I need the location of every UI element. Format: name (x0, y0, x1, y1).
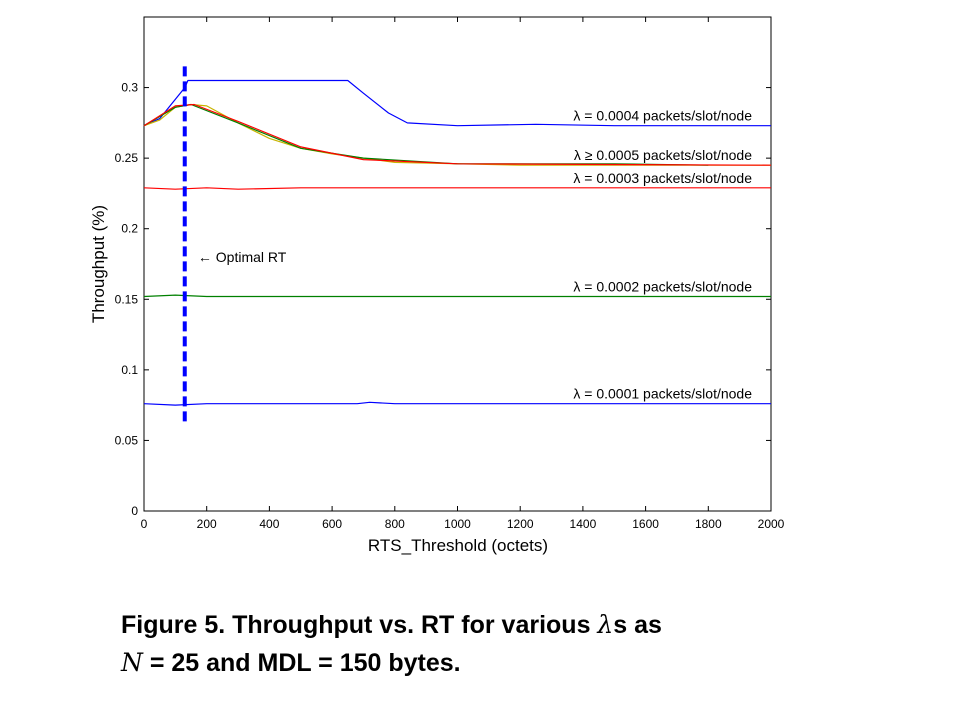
axis-ticks: 0 200 400 600 800 1000 1200 1400 1600 1800 2000 0 0.… (115, 17, 785, 531)
y-tick-label: 0.3 (121, 81, 138, 95)
x-tick-label: 400 (259, 517, 279, 531)
annotations: ← Optimal RT (182, 66, 287, 427)
x-tick-label: 0 (141, 517, 148, 531)
throughput-chart: 0 200 400 600 800 1000 1200 1400 1600 1800 2000 0 0.… (89, 16, 785, 555)
y-tick-label: 0 (131, 504, 138, 518)
series-line-5 (143, 294, 771, 298)
series-label-6: λ = 0.0001 packets/slot/node (573, 386, 752, 402)
lambda-symbol: λ (597, 610, 614, 639)
series-line-4 (143, 187, 771, 190)
x-tick-label: 1400 (570, 517, 597, 531)
series-label-5: λ = 0.0002 packets/slot/node (573, 278, 752, 294)
x-tick-label: 1600 (632, 517, 659, 531)
n-symbol: N (121, 648, 143, 677)
caption-rest: = 25 and MDL = 150 bytes. (142, 649, 461, 677)
series-lines (143, 79, 772, 406)
series-label-1: λ ≥ 0.0005 packets/slot/node (574, 147, 752, 163)
caption-line-1: Figure 5. Throughput vs. RT for various … (121, 606, 881, 644)
series-label-4: λ = 0.0003 packets/slot/node (573, 170, 752, 186)
x-tick-label: 1000 (444, 517, 471, 531)
x-tick-label: 1800 (695, 517, 722, 531)
x-axis-title: RTS_Threshold (octets) (368, 536, 548, 555)
y-tick-label: 0.2 (121, 222, 138, 236)
y-tick-label: 0.25 (115, 151, 139, 165)
x-tick-label: 2000 (758, 517, 785, 531)
caption-suffix: s as (613, 611, 662, 639)
series-line-6 (143, 401, 771, 406)
series-labels: λ = 0.0004 packets/slot/node λ ≥ 0.0005 p… (573, 108, 752, 402)
y-axis-title: Throughput (%) (89, 205, 108, 323)
caption-line-2: N = 25 and MDL = 150 bytes. (121, 644, 881, 682)
x-tick-label: 1200 (507, 517, 534, 531)
y-tick-label: 0.1 (121, 363, 138, 377)
series-label-0: λ = 0.0004 packets/slot/node (573, 108, 752, 124)
y-tick-label: 0.05 (115, 433, 139, 447)
caption-prefix: Figure 5. Throughput vs. RT for various (121, 611, 598, 639)
x-tick-label: 600 (322, 517, 342, 531)
x-tick-label: 200 (197, 517, 217, 531)
y-tick-label: 0.15 (115, 292, 139, 306)
figure-caption: Figure 5. Throughput vs. RT for various … (121, 606, 881, 682)
optimal-rt-annotation: ← Optimal RT (198, 249, 287, 265)
series-line-3 (143, 103, 772, 166)
x-tick-label: 800 (385, 517, 405, 531)
